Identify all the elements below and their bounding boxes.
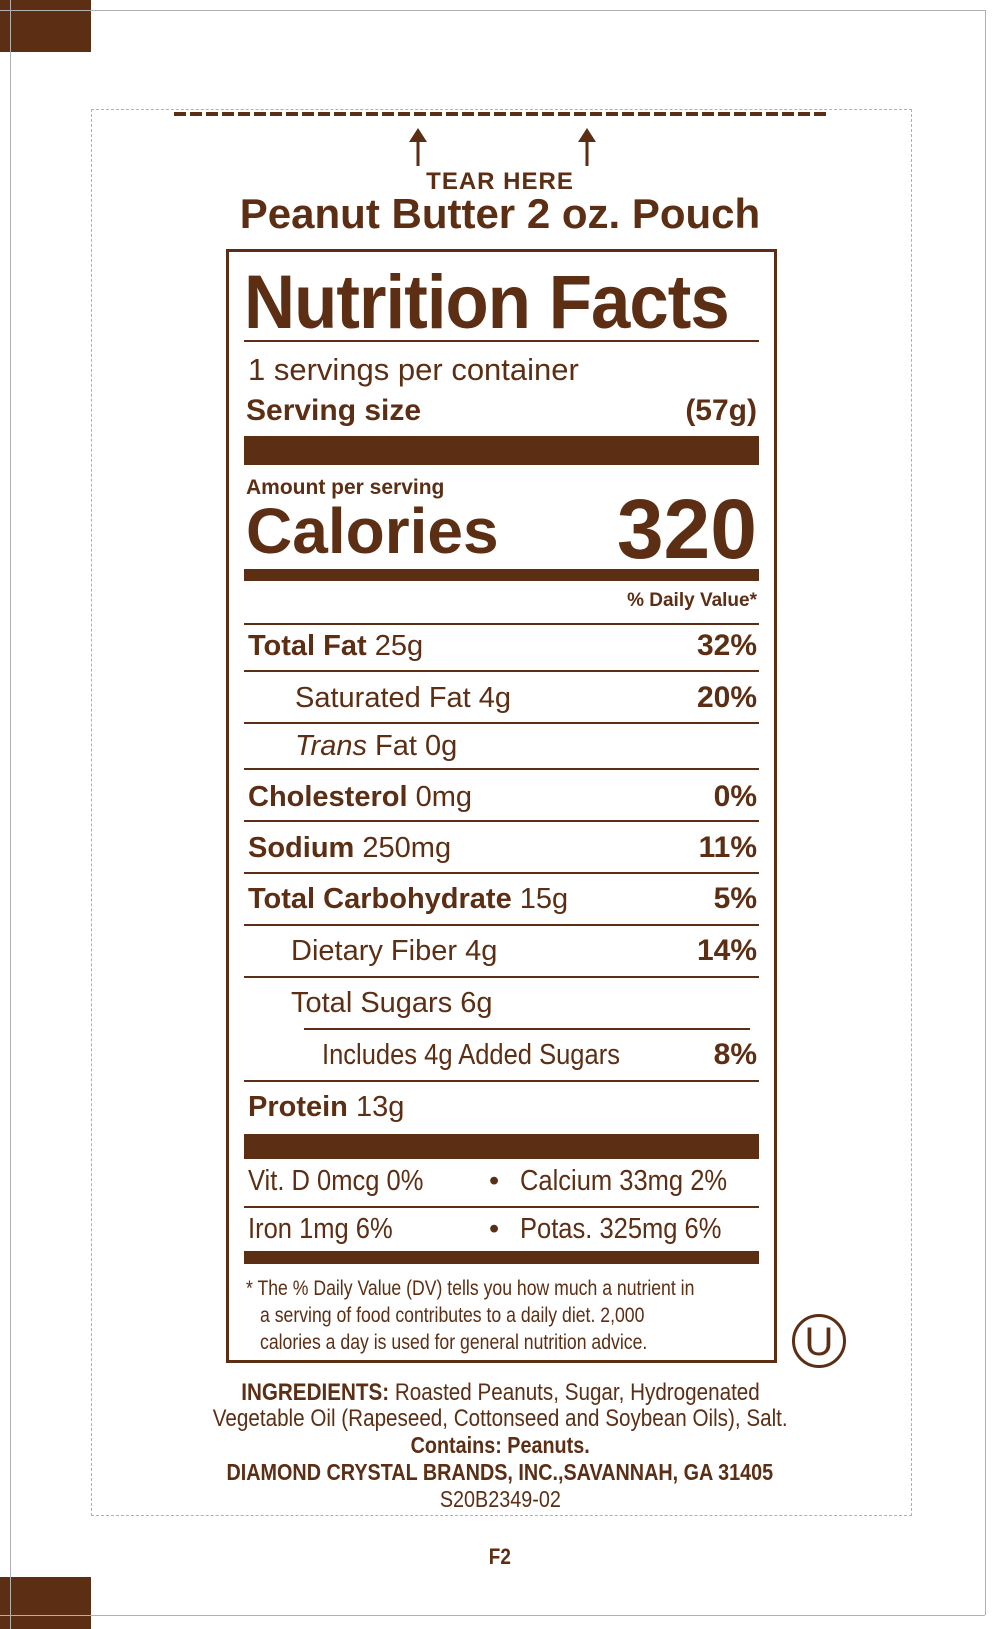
- nutrient-row-total-sugars: Total Sugars 6g: [291, 986, 493, 1019]
- tear-here-label: TEAR HERE: [426, 168, 574, 195]
- divider: [244, 820, 759, 822]
- trim-line-top: [0, 10, 985, 11]
- medium-bar: [244, 1251, 759, 1264]
- nutrient-row-sodium: Sodium 250mg 11%: [248, 831, 757, 864]
- ingredients-line-1: INGREDIENTS: Roasted Peanuts, Sugar, Hyd…: [240, 1379, 760, 1406]
- footnote-line-3: calories a day is used for general nutri…: [260, 1331, 648, 1354]
- nutrient-row-added-sugars: Includes 4g Added Sugars 8%: [322, 1038, 757, 1071]
- registration-mark-top: [0, 0, 91, 52]
- divider: [304, 1028, 750, 1030]
- nutrient-row-total-carbohydrate: Total Carbohydrate 15g 5%: [248, 882, 757, 915]
- nutrient-row-protein: Protein 13g: [248, 1090, 405, 1123]
- kosher-symbol-icon: U: [792, 1314, 846, 1368]
- nutrient-row-trans-fat: Trans Fat 0g: [295, 729, 458, 762]
- nutrition-facts-panel: [226, 249, 777, 1363]
- potassium: Potas. 325mg 6%: [520, 1213, 722, 1245]
- nutrition-facts-heading: Nutrition Facts: [244, 260, 730, 345]
- trim-line-right: [985, 10, 986, 1615]
- divider: [244, 722, 759, 724]
- servings-per-container: 1 servings per container: [248, 352, 579, 387]
- trim-line-bottom: [0, 1615, 985, 1616]
- amount-per-serving: Amount per serving: [246, 476, 445, 499]
- divider: [244, 976, 759, 978]
- trim-line-left: [10, 0, 11, 1629]
- vitamin-d: Vit. D 0mcg 0%: [248, 1165, 424, 1197]
- divider: [244, 768, 759, 770]
- medium-bar: [244, 569, 759, 581]
- divider: [244, 340, 759, 342]
- iron: Iron 1mg 6%: [248, 1213, 393, 1245]
- manufacturer: DIAMOND CRYSTAL BRANDS, INC.,SAVANNAH, G…: [226, 1459, 774, 1485]
- divider: [244, 670, 759, 672]
- calcium: Calcium 33mg 2%: [520, 1165, 728, 1197]
- divider: [244, 1080, 759, 1082]
- nutrient-row-dietary-fiber: Dietary Fiber 4g 14%: [291, 934, 757, 967]
- divider: [244, 924, 759, 926]
- serving-size-label: Serving size: [246, 394, 422, 427]
- divider: [244, 1206, 759, 1208]
- arrow-up-icon: [578, 128, 596, 166]
- ingredients-line-2: Vegetable Oil (Rapeseed, Cottonseed and …: [212, 1405, 788, 1432]
- tear-line[interactable]: [174, 112, 828, 116]
- product-code: S20B2349-02: [439, 1486, 561, 1512]
- nutrient-row-saturated-fat: Saturated Fat 4g 20%: [295, 681, 757, 714]
- nutrient-row-total-fat: Total Fat 25g 32%: [248, 629, 757, 662]
- serving-size-value: (57g): [685, 394, 757, 427]
- calories-value: 320: [616, 482, 757, 576]
- arrow-up-icon: [409, 128, 427, 166]
- registration-mark-bottom: [0, 1577, 91, 1629]
- footnote-line-2: a serving of food contributes to a daily…: [260, 1304, 645, 1327]
- plate-code: F2: [488, 1544, 512, 1569]
- panel-dashed-border: [91, 109, 912, 1516]
- calories-label: Calories: [246, 495, 499, 567]
- product-title: Peanut Butter 2 oz. Pouch: [239, 190, 761, 237]
- daily-value-header: % Daily Value*: [627, 590, 757, 611]
- divider: [244, 872, 759, 874]
- thick-bar: [244, 1134, 759, 1159]
- thick-bar: [244, 436, 759, 465]
- nutrient-row-cholesterol: Cholesterol 0mg 0%: [248, 780, 757, 813]
- divider: [244, 623, 759, 625]
- allergen-statement: Contains: Peanuts.: [410, 1432, 590, 1458]
- bullet: •: [489, 1213, 500, 1245]
- footnote-line-1: * The % Daily Value (DV) tells you how m…: [246, 1277, 695, 1300]
- bullet: •: [489, 1165, 500, 1197]
